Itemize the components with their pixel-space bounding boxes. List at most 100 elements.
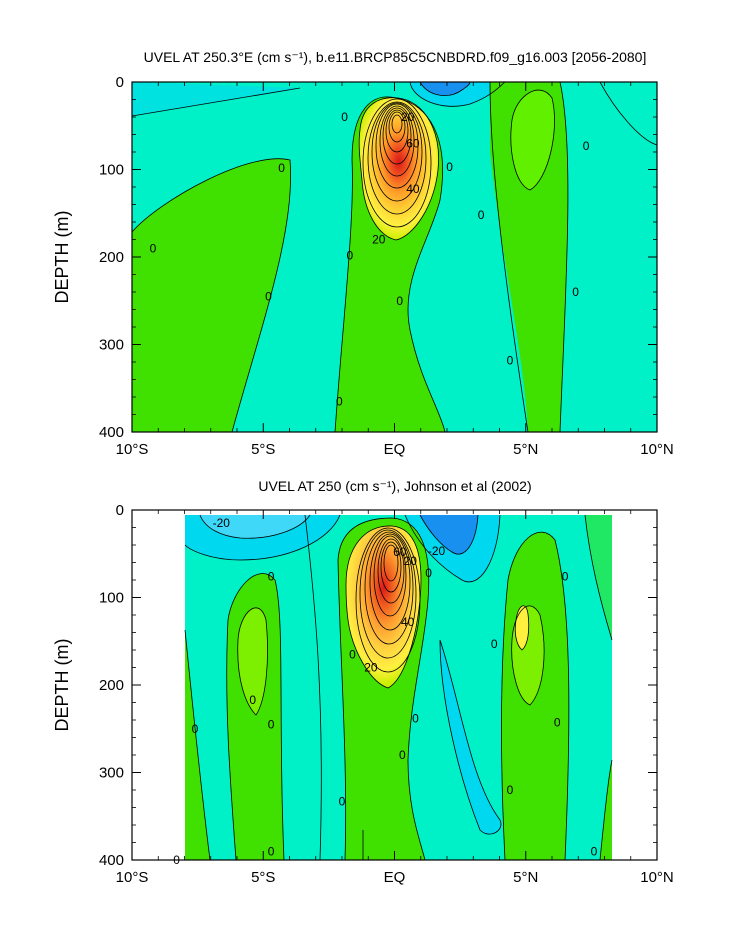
x-tick-label: 10°N: [640, 441, 674, 458]
eastward-region: [585, 515, 612, 640]
contour-line: [559, 82, 569, 432]
y-tick-label: 100: [99, 162, 124, 179]
westward-region: [132, 82, 300, 116]
y-tick-label: 200: [99, 249, 124, 266]
y-tick-label: 400: [99, 852, 124, 869]
contour-label: 0: [591, 844, 598, 858]
contour-label: 0: [399, 748, 406, 762]
contour-label: 40: [406, 182, 420, 196]
contour-line: [358, 97, 439, 241]
contour-label: 0: [554, 716, 561, 730]
x-tick-label: 5°S: [251, 869, 275, 886]
contour-line: [383, 544, 399, 582]
chart-title: UVEL AT 250 (cm s⁻¹), Johnson et al (200…: [258, 478, 531, 494]
undercurrent-core: [359, 97, 439, 240]
contour-line: [132, 87, 301, 117]
contour-line: [501, 531, 570, 860]
strong-westward-region: [420, 515, 478, 555]
contour-label: 0: [446, 160, 453, 174]
contour-line: [355, 527, 421, 673]
contour-label: 0: [265, 289, 272, 303]
contour-line: [419, 82, 471, 96]
y-axis-label: DEPTH (m): [52, 211, 72, 304]
contour-label: 0: [478, 208, 485, 222]
eastward-region: [237, 607, 268, 715]
y-tick-label: 0: [116, 502, 124, 519]
y-axis-label: DEPTH (m): [52, 639, 72, 732]
contour-label: -20: [428, 544, 446, 558]
contour-label: 60: [406, 136, 420, 150]
x-tick-label: 10°S: [116, 441, 149, 458]
contour-label: 0: [336, 394, 343, 408]
contour-line: [510, 89, 555, 191]
contour-line: [404, 514, 501, 583]
x-tick-label: 10°N: [640, 869, 674, 886]
contour-line: [382, 107, 412, 165]
contour-line: [304, 514, 322, 860]
contour-line: [184, 629, 211, 860]
contour-label: 0: [249, 693, 256, 707]
contour-fill: [132, 82, 657, 432]
x-tick-label: 10°S: [116, 869, 149, 886]
contour-line: [599, 82, 657, 146]
contour-line: [367, 101, 427, 215]
eastward-region: [132, 158, 291, 432]
contour-line: [373, 535, 407, 617]
contour-line: [184, 514, 341, 561]
contour-line: [419, 514, 479, 555]
y-tick-label: 300: [99, 337, 124, 354]
contour-label: 0: [339, 794, 346, 808]
contour-line: [511, 605, 545, 706]
contour-line: [371, 102, 423, 202]
contour-label: 0: [268, 570, 275, 584]
eastward-region: [510, 90, 555, 190]
contour-line: [599, 759, 613, 860]
contour-lines: [184, 514, 613, 860]
contour-line: [199, 514, 311, 539]
contour-label: 0: [150, 241, 157, 255]
westward-region: [200, 515, 310, 539]
panel-bottom: UVEL AT 250 (cm s⁻¹), Johnson et al (200…: [52, 478, 674, 886]
contour-line: [439, 639, 502, 835]
chart-title: UVEL AT 250.3°E (cm s⁻¹), b.e11.BRCP85C5…: [144, 49, 647, 65]
contour-label: 0: [268, 844, 275, 858]
contour-line: [388, 111, 406, 143]
contour-line: [359, 529, 417, 659]
contour-label: 60: [393, 545, 407, 559]
contour-label: 0: [192, 722, 199, 736]
contour-line: [375, 103, 419, 189]
contour-label: 0: [562, 570, 569, 584]
contour-label: 0: [491, 637, 498, 651]
y-tick-label: 400: [99, 424, 124, 441]
contour-label: 0: [425, 566, 432, 580]
contour-line: [377, 538, 405, 604]
contour-line: [584, 514, 613, 641]
panel-top: UVEL AT 250.3°E (cm s⁻¹), b.e11.BRCP85C5…: [52, 49, 674, 458]
contour-label: -20: [213, 516, 231, 530]
contour-line: [226, 573, 285, 860]
contour-lines: [132, 82, 657, 432]
x-tick-label: EQ: [384, 869, 406, 886]
contour-line: [337, 517, 430, 860]
contour-label: 20: [401, 110, 415, 124]
x-tick-label: 5°N: [513, 441, 538, 458]
contour-line: [379, 105, 415, 177]
contour-label: 0: [412, 711, 419, 725]
contour-label: 20: [372, 233, 386, 247]
contour-line: [514, 605, 530, 651]
contour-line: [369, 533, 411, 631]
y-tick-label: 100: [99, 590, 124, 607]
strong-westward-region: [420, 82, 470, 96]
contour-labels: 20 60 40 20 0 0 0 0 0 0 0 0 0 0 0 0: [150, 110, 590, 408]
contour-label: 0: [341, 110, 348, 124]
contour-label: 0: [507, 783, 514, 797]
eastward-region: [490, 82, 568, 432]
contour-line: [237, 607, 268, 716]
contour-line: [380, 541, 402, 593]
contour-line: [362, 98, 432, 228]
contour-line: [132, 158, 292, 432]
contour-line: [385, 109, 409, 153]
